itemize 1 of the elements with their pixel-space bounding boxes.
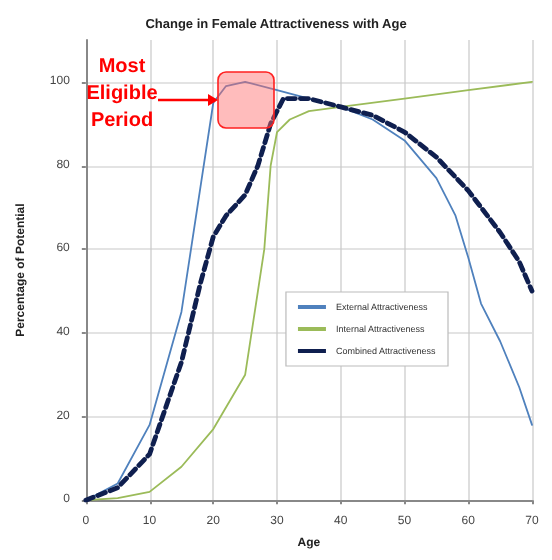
- annotation: Most Eligible Period: [86, 56, 159, 132]
